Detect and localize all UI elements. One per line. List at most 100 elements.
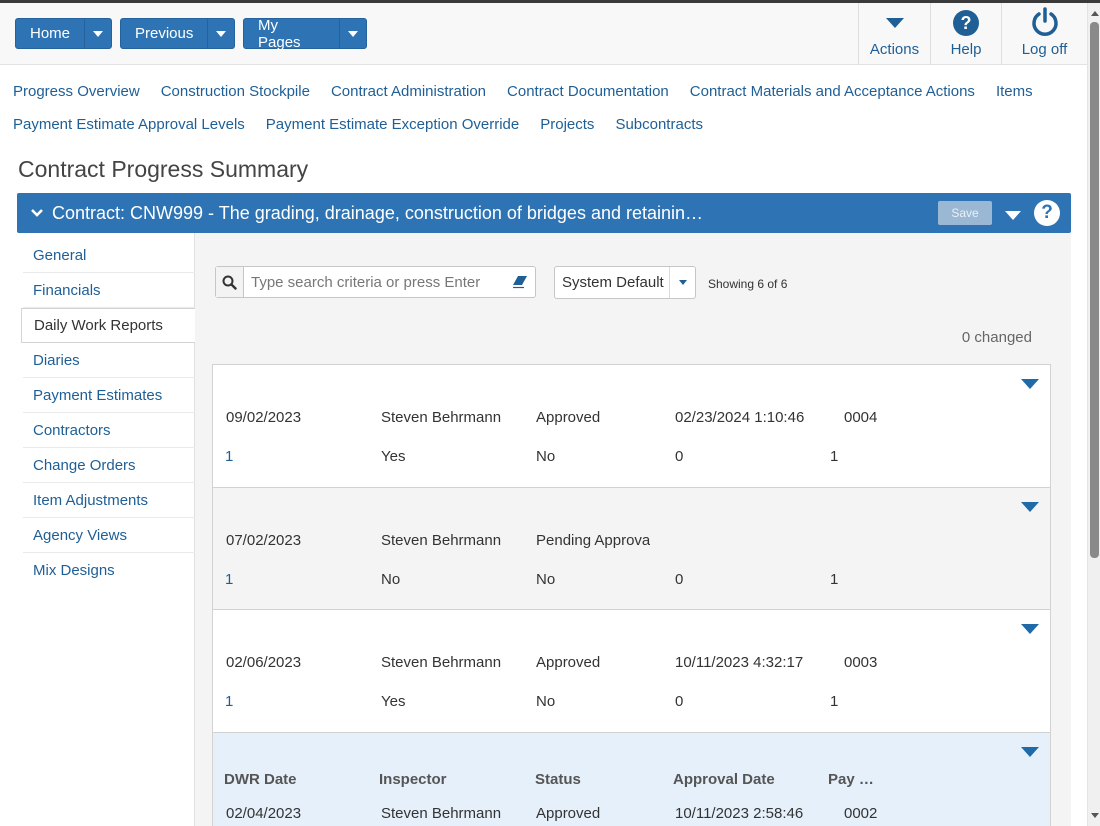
side-nav-financials[interactable]: Financials [23, 273, 195, 308]
dwr-date: 07/02/2023 [226, 532, 302, 549]
record-field: No [381, 571, 401, 588]
side-nav-item-adjustments[interactable]: Item Adjustments [23, 483, 195, 518]
my-pages-dropdown-button[interactable] [338, 19, 366, 48]
record-field: 1 [830, 693, 839, 710]
link-subcontracts[interactable]: Subcontracts [615, 116, 703, 133]
approval-date: 02/23/2024 1:10:46 [675, 409, 804, 426]
home-button[interactable]: Home [15, 18, 112, 49]
record-field: 1 [830, 571, 839, 588]
record-link[interactable]: 1 [225, 693, 234, 710]
approval-date: 10/11/2023 2:58:46 [675, 805, 804, 822]
previous-dropdown-button[interactable] [207, 19, 234, 48]
contract-menu-dropdown-icon[interactable] [1004, 208, 1022, 226]
previous-button[interactable]: Previous [120, 18, 235, 49]
chevron-down-icon [93, 30, 103, 37]
contract-title: Contract: CNW999 - The grading, drainage… [52, 202, 704, 223]
changed-count: 0 changed [961, 329, 1032, 346]
chevron-down-icon [216, 30, 227, 37]
view-select[interactable]: System Default [554, 266, 696, 299]
save-button[interactable]: Save [938, 201, 992, 225]
record-link[interactable]: 1 [225, 571, 234, 588]
record-field: No [536, 693, 556, 710]
side-nav-agency-views[interactable]: Agency Views [23, 518, 195, 553]
caret-down-icon [885, 18, 904, 28]
record-field: No [536, 571, 556, 588]
inspector: Steven Behrmann [381, 532, 502, 549]
scroll-down-arrow-icon[interactable] [1091, 813, 1099, 818]
column-header-pay: Pay … [828, 771, 874, 788]
my-pages-button[interactable]: My Pages [243, 16, 367, 51]
link-contract-documentation[interactable]: Contract Documentation [507, 83, 669, 100]
my-pages-button-label[interactable]: My Pages [258, 16, 301, 51]
chevron-down-icon[interactable] [669, 267, 695, 298]
link-progress-overview[interactable]: Progress Overview [13, 83, 140, 100]
dwr-date: 09/02/2023 [226, 409, 302, 426]
record-card[interactable]: 02/06/2023 Steven Behrmann Approved 10/1… [212, 609, 1051, 733]
record-link[interactable]: 1 [225, 448, 234, 465]
actions-label: Actions [869, 41, 920, 58]
side-nav-payment-estimates[interactable]: Payment Estimates [23, 378, 195, 413]
column-header-inspector: Inspector [379, 771, 447, 788]
link-contract-materials[interactable]: Contract Materials and Acceptance Action… [689, 83, 975, 100]
record-card-selected[interactable]: DWR Date Inspector Status Approval Date … [212, 732, 1051, 826]
record-field: 1 [830, 448, 839, 465]
column-header-dwr-date: DWR Date [224, 771, 297, 788]
dwr-date: 02/04/2023 [226, 805, 302, 822]
actions-menu-button[interactable]: Actions [858, 3, 930, 65]
record-field: 0 [675, 571, 684, 588]
search-icon[interactable] [216, 267, 244, 297]
log-off-label: Log off [1021, 41, 1068, 58]
quick-links-row-1: Progress Overview Construction Stockpile C… [13, 83, 1054, 100]
help-button[interactable]: ? Help [930, 3, 1001, 65]
svg-text:?: ? [961, 13, 972, 33]
vertical-scrollbar[interactable] [1087, 3, 1100, 826]
record-count: Showing 6 of 6 [708, 277, 788, 291]
link-payment-estimate-approval-levels[interactable]: Payment Estimate Approval Levels [13, 116, 245, 133]
search-box[interactable]: Type search criteria or press Enter [215, 266, 536, 298]
dwr-date: 02/06/2023 [226, 654, 302, 671]
column-header-approval-date: Approval Date [673, 771, 775, 788]
link-contract-administration[interactable]: Contract Administration [330, 83, 487, 100]
record-menu-dropdown-icon[interactable] [1021, 624, 1039, 634]
home-dropdown-button[interactable] [84, 19, 111, 48]
search-input[interactable]: Type search criteria or press Enter [251, 273, 481, 291]
home-button-label[interactable]: Home [30, 25, 71, 42]
top-header: Home Previous My Pages Actions ? Help [0, 3, 1087, 65]
approval-date: 10/11/2023 4:32:17 [675, 654, 804, 671]
inspector: Steven Behrmann [381, 409, 502, 426]
contract-header-bar[interactable]: Contract: CNW999 - The grading, drainage… [17, 193, 1071, 233]
page-title: Contract Progress Summary [18, 156, 309, 182]
record-menu-dropdown-icon[interactable] [1021, 379, 1039, 389]
side-nav-general[interactable]: General [23, 238, 195, 273]
side-nav-diaries[interactable]: Diaries [23, 343, 195, 378]
eraser-icon[interactable] [505, 275, 535, 289]
side-nav-change-orders[interactable]: Change Orders [23, 448, 195, 483]
link-projects[interactable]: Projects [540, 116, 595, 133]
link-items[interactable]: Items [995, 83, 1033, 100]
pay-estimate: 0004 [844, 409, 878, 426]
chevron-down-icon [347, 30, 358, 37]
contract-help-icon[interactable]: ? [1034, 200, 1060, 226]
side-nav-daily-work-reports[interactable]: Daily Work Reports [21, 308, 195, 343]
collapse-chevron-icon[interactable] [30, 208, 44, 218]
status: Approved [536, 805, 601, 822]
link-construction-stockpile[interactable]: Construction Stockpile [160, 83, 310, 100]
quick-links-row-2: Payment Estimate Approval Levels Payment … [13, 116, 724, 133]
record-field: Yes [381, 693, 406, 710]
status: Approved [536, 654, 601, 671]
inspector: Steven Behrmann [381, 654, 502, 671]
view-select-value[interactable]: System Default [562, 274, 664, 291]
scrollbar-thumb[interactable] [1090, 22, 1099, 558]
scroll-up-arrow-icon[interactable] [1091, 11, 1099, 16]
record-menu-dropdown-icon[interactable] [1021, 502, 1039, 512]
side-nav-contractors[interactable]: Contractors [23, 413, 195, 448]
record-card[interactable]: 09/02/2023 Steven Behrmann Approved 02/2… [212, 364, 1051, 488]
record-card[interactable]: 07/02/2023 Steven Behrmann Pending Appro… [212, 487, 1051, 610]
previous-button-label[interactable]: Previous [135, 25, 194, 42]
status: Approved [536, 409, 601, 426]
side-nav-mix-designs[interactable]: Mix Designs [33, 562, 115, 579]
log-off-button[interactable]: Log off [1001, 3, 1087, 65]
record-menu-dropdown-icon[interactable] [1021, 747, 1039, 757]
link-payment-estimate-exception-override[interactable]: Payment Estimate Exception Override [265, 116, 520, 133]
